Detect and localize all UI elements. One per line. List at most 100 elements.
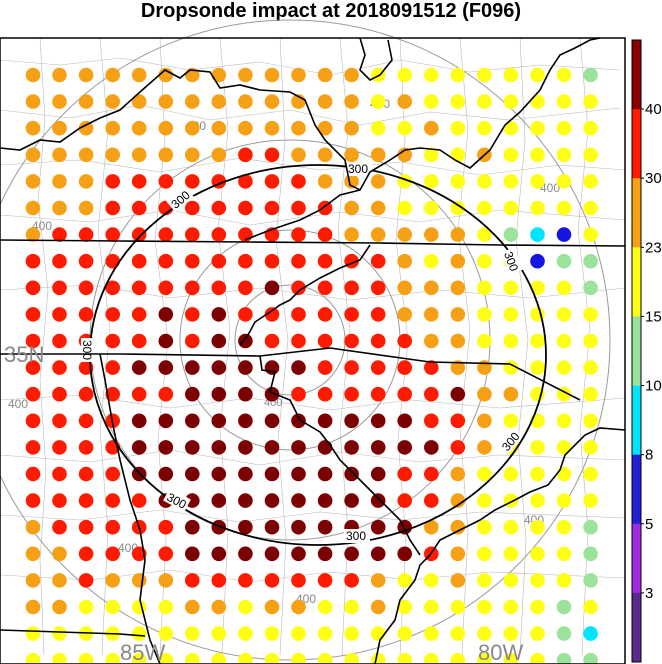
impact-dot bbox=[291, 120, 306, 136]
svg-text:300: 300 bbox=[80, 340, 94, 360]
impact-dot bbox=[344, 599, 359, 615]
impact-dot bbox=[211, 573, 227, 588]
impact-dot bbox=[583, 519, 598, 535]
svg-text:400: 400 bbox=[540, 181, 560, 195]
impact-dot bbox=[450, 94, 466, 109]
impact-dot bbox=[450, 573, 466, 588]
impact-dot bbox=[52, 280, 67, 296]
impact-dot bbox=[185, 227, 200, 242]
impact-dot bbox=[131, 333, 147, 349]
impact-dot bbox=[583, 333, 598, 349]
impact-dot bbox=[238, 200, 253, 216]
impact-dot bbox=[238, 652, 253, 664]
impact-dot bbox=[556, 227, 572, 242]
impact-dot bbox=[344, 386, 359, 402]
impact-dot bbox=[556, 626, 572, 641]
impact-dot bbox=[370, 626, 386, 641]
impact-dot bbox=[317, 253, 333, 269]
impact-dot bbox=[52, 573, 67, 588]
impact-dot bbox=[317, 227, 333, 242]
impact-dot bbox=[25, 519, 41, 535]
impact-dot bbox=[105, 227, 120, 242]
impact-dot bbox=[530, 333, 545, 349]
impact-dot bbox=[477, 280, 492, 296]
impact-dot bbox=[424, 307, 439, 322]
impact-dot bbox=[344, 546, 359, 562]
impact-dot bbox=[264, 413, 280, 429]
impact-dot bbox=[185, 413, 200, 429]
impact-dot bbox=[583, 599, 598, 615]
impact-dot bbox=[530, 200, 545, 216]
impact-dot bbox=[264, 626, 280, 641]
impact-dot bbox=[264, 200, 280, 216]
impact-dot bbox=[583, 546, 598, 562]
impact-dot bbox=[211, 147, 227, 163]
impact-dot bbox=[583, 307, 598, 322]
impact-dot bbox=[370, 147, 386, 163]
impact-dot bbox=[105, 94, 120, 109]
impact-dot bbox=[397, 493, 413, 508]
impact-dot bbox=[158, 626, 174, 641]
impact-dot bbox=[477, 466, 492, 482]
impact-dot bbox=[556, 280, 572, 296]
impact-dot bbox=[503, 466, 519, 482]
impact-dot bbox=[211, 466, 227, 482]
impact-dot bbox=[238, 360, 253, 375]
impact-dot bbox=[370, 652, 386, 664]
impact-dot bbox=[25, 440, 41, 455]
impact-dot bbox=[477, 573, 492, 588]
impact-dot bbox=[370, 413, 386, 429]
impact-dot bbox=[556, 174, 572, 189]
impact-dot bbox=[503, 67, 519, 83]
impact-dot bbox=[52, 493, 67, 508]
impact-dot bbox=[424, 120, 439, 136]
impact-dot bbox=[370, 466, 386, 482]
impact-dot bbox=[424, 147, 439, 163]
impact-dot bbox=[583, 94, 598, 109]
impact-dot bbox=[105, 253, 120, 269]
impact-dot bbox=[238, 67, 253, 83]
impact-dot bbox=[105, 280, 120, 296]
impact-dot bbox=[556, 493, 572, 508]
impact-dot bbox=[238, 546, 253, 562]
impact-dot bbox=[317, 94, 333, 109]
impact-dot bbox=[52, 466, 67, 482]
impact-dot bbox=[158, 67, 174, 83]
impact-dot bbox=[583, 573, 598, 588]
impact-dot bbox=[397, 573, 413, 588]
impact-dot bbox=[291, 174, 306, 189]
impact-dot bbox=[503, 307, 519, 322]
impact-dot bbox=[370, 94, 386, 109]
impact-dot bbox=[158, 386, 174, 402]
impact-dot bbox=[344, 440, 359, 455]
impact-dot bbox=[583, 413, 598, 429]
impact-dot bbox=[211, 626, 227, 641]
impact-dot bbox=[158, 413, 174, 429]
impact-dot bbox=[424, 360, 439, 375]
impact-dot bbox=[185, 652, 200, 664]
impact-dot bbox=[291, 626, 306, 641]
impact-dot bbox=[131, 147, 147, 163]
impact-dot bbox=[52, 174, 67, 189]
impact-dot bbox=[317, 360, 333, 375]
impact-dot bbox=[370, 360, 386, 375]
impact-dot bbox=[158, 333, 174, 349]
impact-dot bbox=[556, 67, 572, 83]
impact-dot bbox=[264, 466, 280, 482]
state-borders bbox=[0, 37, 626, 664]
impact-dot bbox=[503, 573, 519, 588]
impact-dot bbox=[370, 333, 386, 349]
impact-dot bbox=[397, 413, 413, 429]
impact-dot bbox=[397, 307, 413, 322]
impact-dot bbox=[397, 652, 412, 664]
impact-dot bbox=[424, 280, 439, 296]
impact-dot bbox=[52, 386, 67, 402]
impact-dot bbox=[397, 360, 413, 375]
lat-label-35n: 35N bbox=[4, 342, 44, 367]
impact-dot bbox=[264, 652, 280, 664]
impact-dot bbox=[264, 440, 280, 455]
impact-dot bbox=[397, 280, 413, 296]
impact-dot bbox=[185, 360, 200, 375]
impact-dot bbox=[424, 626, 439, 641]
